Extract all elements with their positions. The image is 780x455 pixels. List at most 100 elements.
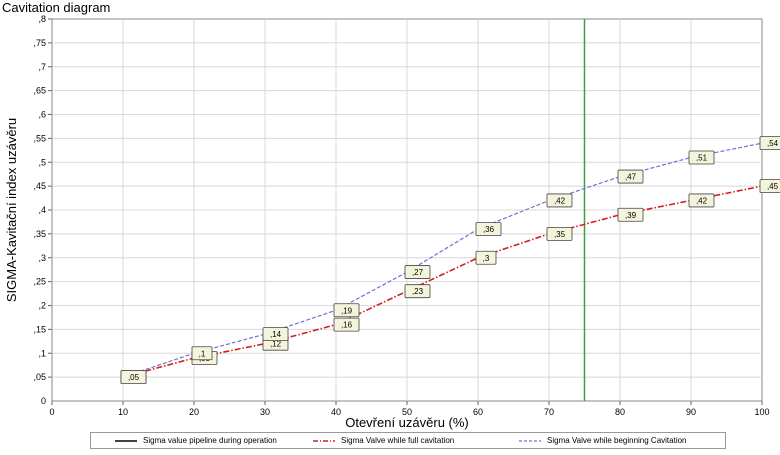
y-tick-label: ,2 xyxy=(38,301,46,311)
data-label: ,23 xyxy=(404,284,431,299)
data-label: ,27 xyxy=(404,265,431,279)
legend-label: Sigma value pipeline during operation xyxy=(143,436,277,445)
data-label-box xyxy=(333,303,360,318)
data-label-box xyxy=(475,250,497,265)
y-axis-ticks: 0 ,05 ,1 ,15 ,2 ,25 ,3 ,35 ,4 ,45 ,5 ,55 ,6 ,65 ,7 ,75,… xyxy=(33,14,52,406)
y-tick-label: ,4 xyxy=(38,205,46,215)
data-label-text: ,27 xyxy=(412,268,424,277)
x-tick-label: 100 xyxy=(754,407,769,417)
data-label: ,42 xyxy=(546,193,573,208)
data-label: ,16 xyxy=(333,317,360,332)
chart-title: Cavitation diagram xyxy=(2,0,111,15)
data-label-box xyxy=(617,207,644,222)
data-label: ,47 xyxy=(617,169,644,184)
data-label-text: ,3 xyxy=(483,254,490,263)
series-group xyxy=(122,142,763,378)
x-axis-ticks: 0 10 20 30 40 50 60 70 80 90 100 xyxy=(49,401,770,417)
data-label-box xyxy=(759,136,780,151)
data-label-box xyxy=(688,193,715,208)
y-tick-label: ,25 xyxy=(33,277,46,287)
data-label-text: ,36 xyxy=(483,225,495,234)
data-label: ,35 xyxy=(546,226,573,241)
data-label-box xyxy=(333,317,360,332)
legend-swatch-solid xyxy=(115,439,137,442)
data-label-text: ,54 xyxy=(767,139,779,148)
x-tick-label: 50 xyxy=(402,407,412,417)
legend-swatch-dashed xyxy=(519,439,541,442)
series-line-1 xyxy=(122,185,763,378)
x-tick-label: 80 xyxy=(615,407,625,417)
legend-swatch-dashdot xyxy=(313,439,335,442)
y-tick-label: ,3 xyxy=(38,253,46,263)
x-tick-label: 90 xyxy=(686,407,696,417)
data-label-box xyxy=(475,222,502,237)
y-tick-label: ,7 xyxy=(38,62,46,72)
y-tick-label: ,5 xyxy=(38,157,46,167)
x-tick-label: 70 xyxy=(544,407,554,417)
data-label-box xyxy=(688,150,715,165)
data-label-text: ,51 xyxy=(696,153,708,162)
y-tick-label: ,75 xyxy=(33,38,46,48)
y-tick-label: ,45 xyxy=(33,181,46,191)
legend-item-beginning-cavitation: Sigma Valve while beginning Cavitation xyxy=(519,433,687,448)
x-tick-label: 0 xyxy=(49,407,54,417)
data-label-text: ,16 xyxy=(341,321,353,330)
x-tick-label: 20 xyxy=(189,407,199,417)
y-tick-label: 0 xyxy=(41,396,46,406)
data-label: ,54 xyxy=(759,136,780,151)
data-label-box xyxy=(546,226,573,241)
data-label: ,05 xyxy=(120,370,147,385)
data-label-text: ,35 xyxy=(554,230,566,239)
y-tick-label: ,6 xyxy=(38,110,46,120)
legend: Sigma value pipeline during operation Si… xyxy=(90,432,726,449)
data-label: ,36 xyxy=(475,222,502,237)
y-axis-label: SIGMA-Kavitační index uzávěru xyxy=(4,118,19,302)
legend-label: Sigma Valve while full cavitation xyxy=(341,436,455,445)
x-tick-label: 10 xyxy=(118,407,128,417)
data-label: ,3 xyxy=(475,250,497,265)
data-label-box xyxy=(191,346,213,361)
y-tick-label: ,15 xyxy=(33,324,46,334)
y-tick-label: ,35 xyxy=(33,229,46,239)
data-label-text: ,47 xyxy=(625,173,637,182)
data-label-box xyxy=(404,284,431,299)
data-label-box xyxy=(404,265,431,279)
data-label: ,14 xyxy=(262,327,289,342)
data-label: ,39 xyxy=(617,207,644,222)
legend-item-full-cavitation: Sigma Valve while full cavitation xyxy=(313,433,454,448)
x-tick-label: 30 xyxy=(260,407,270,417)
data-label-box xyxy=(546,193,573,208)
data-label-text: ,42 xyxy=(554,196,566,205)
data-label-box xyxy=(120,370,147,385)
data-label-text: ,12 xyxy=(270,340,282,349)
data-label-text: ,14 xyxy=(270,330,282,339)
cavitation-chart: 0 10 20 30 40 50 60 70 80 90 100 0 ,05 ,1 ,15 ,2 ,25 ,3,… xyxy=(4,14,780,430)
series-line-2 xyxy=(122,142,763,378)
data-label: ,45 xyxy=(759,179,780,194)
data-label-text: ,42 xyxy=(696,196,708,205)
data-label-text: ,45 xyxy=(767,182,779,191)
data-label: ,1 xyxy=(191,346,213,361)
data-label-box xyxy=(617,169,644,184)
y-tick-label: ,1 xyxy=(38,348,46,358)
data-label-text: ,05 xyxy=(128,373,140,382)
data-label-text: ,39 xyxy=(625,211,637,220)
y-tick-label: ,05 xyxy=(33,372,46,382)
data-labels: ,05,09,12,16,23,3,35,39,42,45,05,1,14,19… xyxy=(120,136,780,385)
y-tick-label: ,8 xyxy=(38,14,46,24)
data-label-box xyxy=(759,179,780,194)
data-label: ,51 xyxy=(688,150,715,165)
data-label-box xyxy=(262,327,289,342)
x-tick-label: 40 xyxy=(331,407,341,417)
y-tick-label: ,65 xyxy=(33,86,46,96)
data-label-text: ,19 xyxy=(341,306,353,315)
data-label-text: ,1 xyxy=(199,349,206,358)
legend-label: Sigma Valve while beginning Cavitation xyxy=(547,436,687,445)
x-axis-label: Otevření uzávěru (%) xyxy=(345,415,469,430)
data-label-text: ,23 xyxy=(412,287,424,296)
y-tick-label: ,55 xyxy=(33,133,46,143)
legend-item-pipeline: Sigma value pipeline during operation xyxy=(115,433,277,448)
x-tick-label: 60 xyxy=(473,407,483,417)
data-label: ,19 xyxy=(333,303,360,318)
data-label: ,42 xyxy=(688,193,715,208)
